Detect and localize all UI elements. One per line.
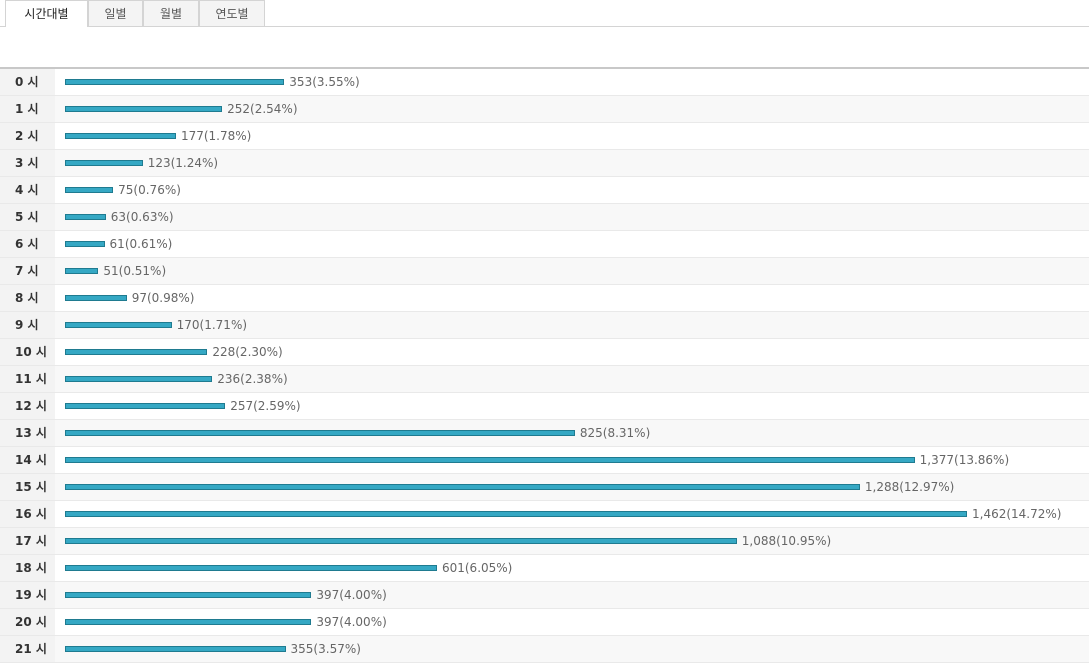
bar [65, 619, 312, 625]
table-row: 4 시 75(0.76%) [0, 177, 1089, 204]
row-label: 0 시 [0, 69, 55, 95]
bar [65, 511, 967, 517]
value-label: 97(0.98%) [131, 291, 195, 305]
value-label: 397(4.00%) [316, 588, 387, 602]
bar [65, 565, 437, 571]
bar [65, 187, 114, 193]
tab[interactable]: 연도별 [199, 0, 265, 26]
value-label: 63(0.63%) [110, 210, 174, 224]
tab-bar: 시간대별 일별 월별 연도별 [0, 0, 1089, 27]
value-label: 825(8.31%) [579, 426, 651, 440]
value-label: 1,462(14.72%) [972, 507, 1062, 521]
value-label: 252(2.54%) [227, 102, 298, 116]
stats-table: 0 시 353(3.55%) 1 시 252(2.54%) 2 시 177(1.78%) 3… [0, 67, 1089, 663]
row-label: 6 시 [0, 231, 55, 257]
row-label: 5 시 [0, 204, 55, 230]
bar [65, 79, 285, 85]
table-row: 20 시 397(4.00%) [0, 609, 1089, 636]
bar [65, 295, 127, 301]
bar [65, 592, 312, 598]
value-label: 61(0.61%) [109, 237, 173, 251]
row-label: 7 시 [0, 258, 55, 284]
table-row: 2 시 177(1.78%) [0, 123, 1089, 150]
value-label: 170(1.71%) [176, 318, 248, 332]
table-row: 1 시 252(2.54%) [0, 96, 1089, 123]
bar [65, 322, 172, 328]
tab[interactable]: 월별 [143, 0, 199, 26]
value-label: 257(2.59%) [230, 399, 301, 413]
table-row: 12 시 257(2.59%) [0, 393, 1089, 420]
tab[interactable]: 시간대별 [5, 0, 88, 27]
row-label: 16 시 [0, 501, 55, 527]
row-label: 17 시 [0, 528, 55, 554]
row-label: 19 시 [0, 582, 55, 608]
value-label: 75(0.76%) [118, 183, 181, 197]
row-label: 3 시 [0, 150, 55, 176]
value-label: 51(0.51%) [103, 264, 167, 278]
row-label: 13 시 [0, 420, 55, 446]
table-row: 18 시 601(6.05%) [0, 555, 1089, 582]
value-label: 353(3.55%) [289, 75, 360, 89]
row-label: 4 시 [0, 177, 55, 203]
row-label: 15 시 [0, 474, 55, 500]
table-row: 19 시 397(4.00%) [0, 582, 1089, 609]
bar [65, 484, 860, 490]
value-label: 601(6.05%) [441, 561, 513, 575]
bar [65, 457, 915, 463]
table-row: 13 시 825(8.31%) [0, 420, 1089, 447]
row-label: 10 시 [0, 339, 55, 365]
table-row: 17 시 1,088(10.95%) [0, 528, 1089, 555]
bar [65, 133, 176, 139]
bar [65, 160, 143, 166]
table-row: 11 시 236(2.38%) [0, 366, 1089, 393]
value-label: 1,288(12.97%) [864, 480, 955, 494]
table-row: 8 시 97(0.98%) [0, 285, 1089, 312]
bar [65, 106, 223, 112]
row-label: 20 시 [0, 609, 55, 635]
row-label: 1 시 [0, 96, 55, 122]
table-row: 9 시 170(1.71%) [0, 312, 1089, 339]
bar [65, 349, 208, 355]
bar [65, 538, 737, 544]
table-row: 3 시 123(1.24%) [0, 150, 1089, 177]
bar [65, 646, 286, 652]
row-label: 8 시 [0, 285, 55, 311]
tab[interactable]: 일별 [88, 0, 143, 26]
row-label: 9 시 [0, 312, 55, 338]
row-label: 14 시 [0, 447, 55, 473]
row-label: 12 시 [0, 393, 55, 419]
table-row: 0 시 353(3.55%) [0, 69, 1089, 96]
value-label: 236(2.38%) [217, 372, 288, 386]
bar [65, 430, 575, 436]
value-label: 228(2.30%) [212, 345, 283, 359]
table-row: 14 시 1,377(13.86%) [0, 447, 1089, 474]
bar [65, 376, 213, 382]
table-row: 15 시 1,288(12.97%) [0, 474, 1089, 501]
row-label: 11 시 [0, 366, 55, 392]
row-label: 2 시 [0, 123, 55, 149]
value-label: 123(1.24%) [147, 156, 219, 170]
table-row: 10 시 228(2.30%) [0, 339, 1089, 366]
table-row: 5 시 63(0.63%) [0, 204, 1089, 231]
value-label: 397(4.00%) [316, 615, 387, 629]
table-row: 16 시 1,462(14.72%) [0, 501, 1089, 528]
bar [65, 214, 106, 220]
table-row: 7 시 51(0.51%) [0, 258, 1089, 285]
row-label: 21 시 [0, 636, 55, 662]
value-label: 177(1.78%) [180, 129, 252, 143]
table-row: 21 시 355(3.57%) [0, 636, 1089, 663]
table-row: 6 시 61(0.61%) [0, 231, 1089, 258]
row-label: 18 시 [0, 555, 55, 581]
bar [65, 403, 226, 409]
bar [65, 241, 105, 247]
value-label: 1,377(13.86%) [919, 453, 1010, 467]
value-label: 1,088(10.95%) [741, 534, 832, 548]
value-label: 355(3.57%) [290, 642, 361, 656]
bar [65, 268, 99, 274]
